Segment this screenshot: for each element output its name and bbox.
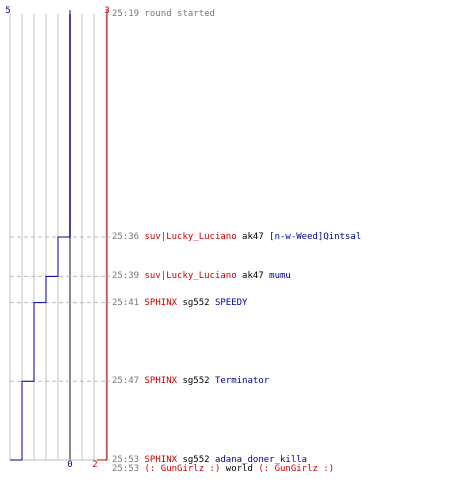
event-victim: mumu	[269, 271, 291, 282]
event-weapon: ak47	[236, 232, 270, 242]
event-killer: suv|Lucky_Luciano	[144, 232, 237, 242]
team-step-lines	[10, 10, 108, 461]
event-killer: SPHINX	[144, 297, 178, 308]
kill-event: 25:41 SPHINX sg552 SPEEDY	[112, 298, 247, 308]
event-victim: adana_doner_killa	[214, 455, 308, 465]
event-victim: [n-w-Weed]Qintsal	[269, 232, 362, 242]
event-weapon: world	[220, 464, 259, 474]
event-killer: SPHINX	[144, 455, 178, 465]
event-victim: (: GunGirlz :)	[258, 464, 335, 474]
event-killer: SPHINX	[144, 376, 178, 387]
event-time: 25:39	[112, 271, 145, 282]
event-victim: Terminator	[214, 376, 270, 387]
blue-team-end-label: 0	[67, 460, 72, 470]
event-weapon: sg552	[177, 376, 215, 387]
event-weapon: sg552	[177, 455, 215, 465]
kill-event: 25:36 suv|Lucky_Luciano ak47 [n-w-Weed]Q…	[112, 232, 361, 242]
kill-event: 25:53 SPHINX sg552 adana_doner_killa	[112, 455, 307, 465]
kill-event: 25:53 (: GunGirlz :) world (: GunGirlz :…	[112, 464, 334, 474]
event-text: round started	[144, 9, 215, 19]
event-killer: (: GunGirlz :)	[144, 464, 221, 474]
event-time: 25:53	[112, 464, 145, 474]
event-weapon: ak47	[236, 271, 270, 282]
red-team-end-label: 2	[92, 460, 97, 470]
event-weapon: sg552	[177, 297, 215, 308]
team-count-labels: 5 3 0 2	[5, 6, 109, 470]
event-time: 25:41	[112, 297, 145, 308]
event-killer: suv|Lucky_Luciano	[144, 271, 237, 282]
event-victim: SPEEDY	[214, 297, 248, 308]
event-time: 25:47	[112, 376, 145, 387]
event-guide-lines	[10, 236, 110, 461]
event-time: 25:19	[112, 9, 145, 19]
red-team-start-label: 3	[104, 6, 109, 16]
round-event: 25:19 round started	[112, 9, 215, 19]
blue-team-start-label: 5	[5, 6, 10, 16]
kill-event: 25:47 SPHINX sg552 Terminator	[112, 376, 269, 386]
kill-event: 25:39 suv|Lucky_Luciano ak47 mumu	[112, 271, 291, 281]
event-time: 25:36	[112, 232, 145, 242]
event-time: 25:53	[112, 455, 145, 465]
blue-team-line	[10, 10, 71, 461]
